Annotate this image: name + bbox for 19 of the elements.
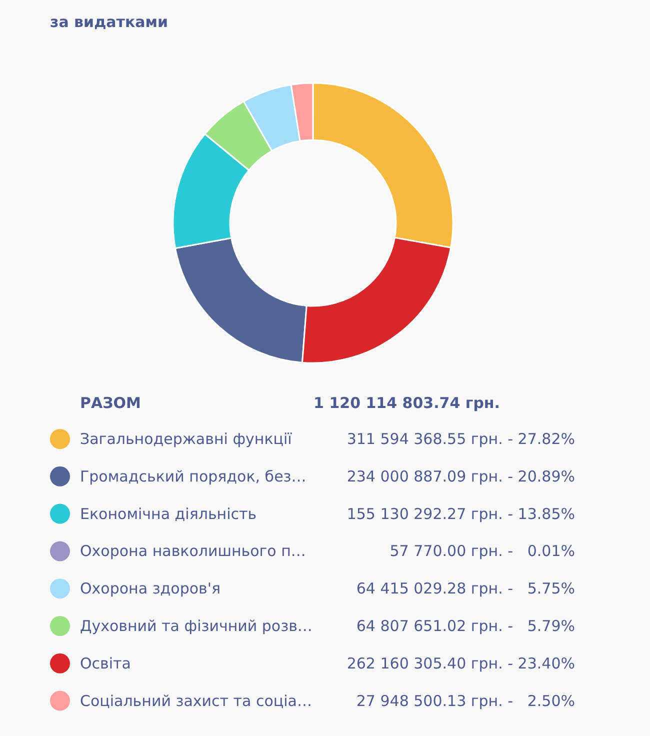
data-label: 311 594 368.55 грн. - 27.82% xyxy=(346,430,575,448)
data-label: 27 948 500.13 грн. - 2.50% xyxy=(356,692,575,710)
legend-label: Охорона навколишнього п… xyxy=(80,542,306,560)
data-label: 57 770.00 грн. - 0.01% xyxy=(390,542,575,560)
legend-label: Економічна діяльність xyxy=(80,504,257,523)
text: 1 120 114 803.74 грн. xyxy=(314,394,500,412)
legend-label: Духовний та фізичний розв… xyxy=(80,617,312,635)
data-label: 64 807 651.02 грн. - 5.79% xyxy=(356,617,575,635)
legend-label: Соціальний захист та соціа… xyxy=(80,692,312,710)
chart-title: за видатками xyxy=(50,13,168,31)
legend-label: Охорона здоров'я xyxy=(80,580,221,598)
data-label: 234 000 887.09 грн. - 20.89% xyxy=(346,467,575,486)
legend-label: Загальнодержавні функції xyxy=(80,430,293,448)
legend-label: Освіта xyxy=(80,654,131,672)
text: РАЗОМ xyxy=(80,394,141,412)
data-label: 262 160 305.40 грн. - 23.40% xyxy=(346,654,575,672)
legend-label: Громадський порядок, без… xyxy=(80,467,306,486)
data-label: 64 415 029.28 грн. - 5.75% xyxy=(356,580,575,598)
data-label: 155 130 292.27 грн. - 13.85% xyxy=(346,504,575,523)
